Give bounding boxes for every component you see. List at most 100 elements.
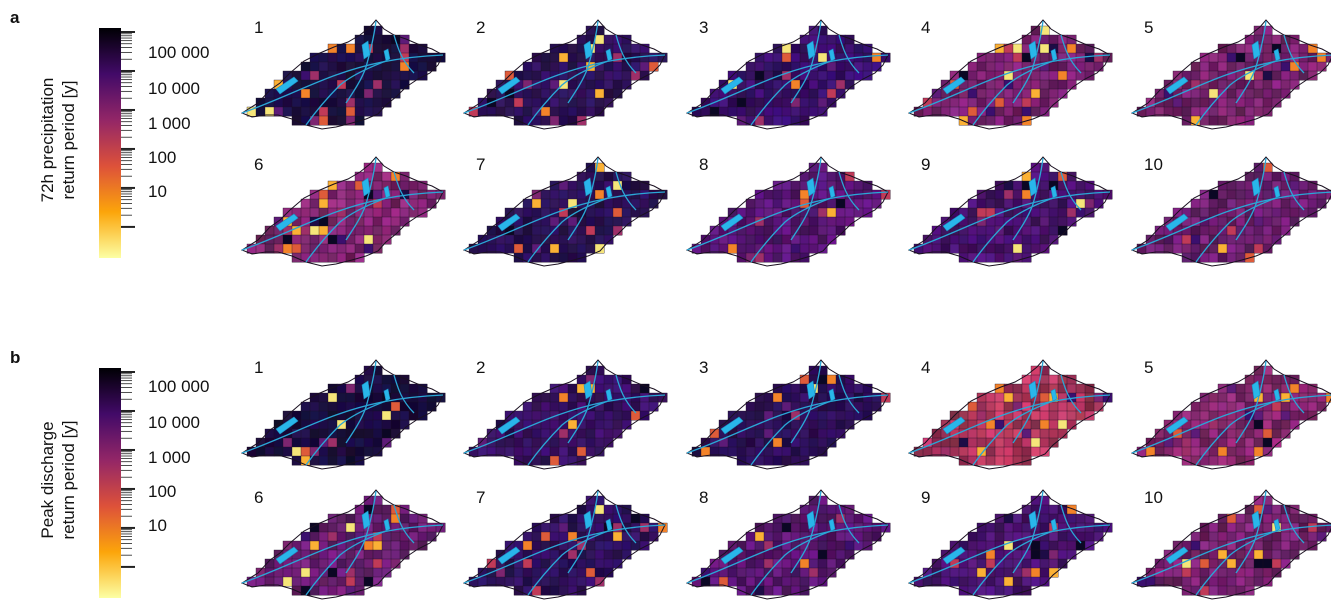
catchment-cell (504, 106, 515, 117)
catchment-cell (1226, 61, 1237, 72)
catchment-cell (291, 106, 302, 117)
catchment-cell (1280, 225, 1291, 236)
catchment-cell (603, 171, 614, 182)
catchment-cell (1262, 419, 1273, 430)
catchment-cell (549, 437, 560, 448)
catchment-cell (345, 419, 356, 430)
catchment-cell (967, 70, 978, 81)
catchment-cell (949, 567, 960, 578)
catchment-cell (817, 522, 828, 533)
catchment-cell (558, 401, 569, 412)
catchment-cell (745, 61, 756, 72)
catchment-cell (1003, 97, 1014, 108)
catchment-cell (1280, 549, 1291, 560)
catchment-cell (727, 97, 738, 108)
river-line (972, 197, 1054, 263)
catchment-cell (336, 446, 347, 457)
catchment-cell (558, 522, 569, 533)
catchment-cell (1021, 97, 1032, 108)
catchment-cell (1253, 410, 1264, 421)
catchment-cell (435, 189, 446, 200)
colorbar-title-line-1: 72h precipitation (38, 77, 57, 203)
catchment-cell (844, 513, 855, 524)
catchment-cell (1190, 61, 1201, 72)
catchment-cell (1280, 410, 1291, 421)
catchment-cell (1190, 225, 1201, 236)
catchment-cell (817, 207, 828, 218)
catchment-cell (1190, 531, 1201, 542)
catchment-cell (1084, 531, 1095, 542)
colorbar-tick-label: 100 (148, 482, 177, 501)
catchment-cell (381, 504, 392, 515)
catchment-cell (967, 234, 978, 245)
catchment-cell (381, 549, 392, 560)
colorbar (99, 368, 121, 598)
catchment-cell (985, 189, 996, 200)
catchment-cell (1244, 106, 1255, 117)
catchment-cell (772, 61, 783, 72)
catchment-cell (345, 97, 356, 108)
catchment-cell (772, 234, 783, 245)
catchment-cell (318, 115, 329, 126)
catchment-cell (513, 437, 524, 448)
catchment-cell (871, 401, 882, 412)
catchment-cell (417, 401, 428, 412)
catchment-cell (390, 88, 401, 99)
colorbar-tick-label: 100 000 (148, 43, 210, 62)
catchment-cell (835, 70, 846, 81)
catchment-cell (727, 106, 738, 117)
catchment-cell (994, 401, 1005, 412)
river-line (972, 400, 1054, 466)
catchment-cell (1271, 207, 1282, 218)
catchment-cell (594, 216, 605, 227)
catchment-cell (790, 97, 801, 108)
catchment-cell (513, 234, 524, 245)
river-line (1195, 197, 1277, 263)
catchment-cell (1021, 225, 1032, 236)
catchment-cell (772, 437, 783, 448)
catchment-cell (1271, 549, 1282, 560)
map-number: 10 (1144, 155, 1163, 174)
catchment-cell (1307, 70, 1318, 81)
catchment-cell (1208, 446, 1219, 457)
lake-shape (720, 76, 744, 95)
catchment-cell (372, 97, 383, 108)
catchment-cell (1262, 52, 1273, 63)
catchment-cell (603, 70, 614, 81)
catchment-cell (1253, 576, 1264, 587)
catchment-cell (826, 225, 837, 236)
catchment-cell (327, 419, 338, 430)
catchment-cell (522, 437, 533, 448)
catchment-cell (808, 576, 819, 587)
catchment-cell (1217, 549, 1228, 560)
catchment-cell (799, 576, 810, 587)
catchment-cell (648, 198, 659, 209)
catchment-cell (540, 455, 551, 466)
catchment-cell (336, 225, 347, 236)
map-a-2: 2 (458, 15, 678, 140)
catchment-cell (994, 392, 1005, 403)
catchment-cell (291, 97, 302, 108)
catchment-cell (1280, 61, 1291, 72)
catchment-cell (381, 428, 392, 439)
catchment-cell (630, 513, 641, 524)
catchment-cell (576, 171, 587, 182)
catchment-cell (558, 52, 569, 63)
catchment-cell (994, 52, 1005, 63)
catchment-cell (1217, 437, 1228, 448)
catchment-cell (300, 401, 311, 412)
catchment-cell (309, 225, 320, 236)
catchment-cell (1030, 106, 1041, 117)
catchment-cell (621, 180, 632, 191)
catchment-cell (381, 401, 392, 412)
catchment-cell (976, 558, 987, 569)
catchment-cell (390, 79, 401, 90)
catchment-cell (513, 97, 524, 108)
catchment-cell (817, 34, 828, 45)
catchment-cell (300, 225, 311, 236)
catchment-cell (1039, 52, 1050, 63)
catchment-cell (1262, 88, 1273, 99)
catchment-cell (1235, 437, 1246, 448)
catchment-cell (1003, 576, 1014, 587)
catchment-cell (381, 234, 392, 245)
